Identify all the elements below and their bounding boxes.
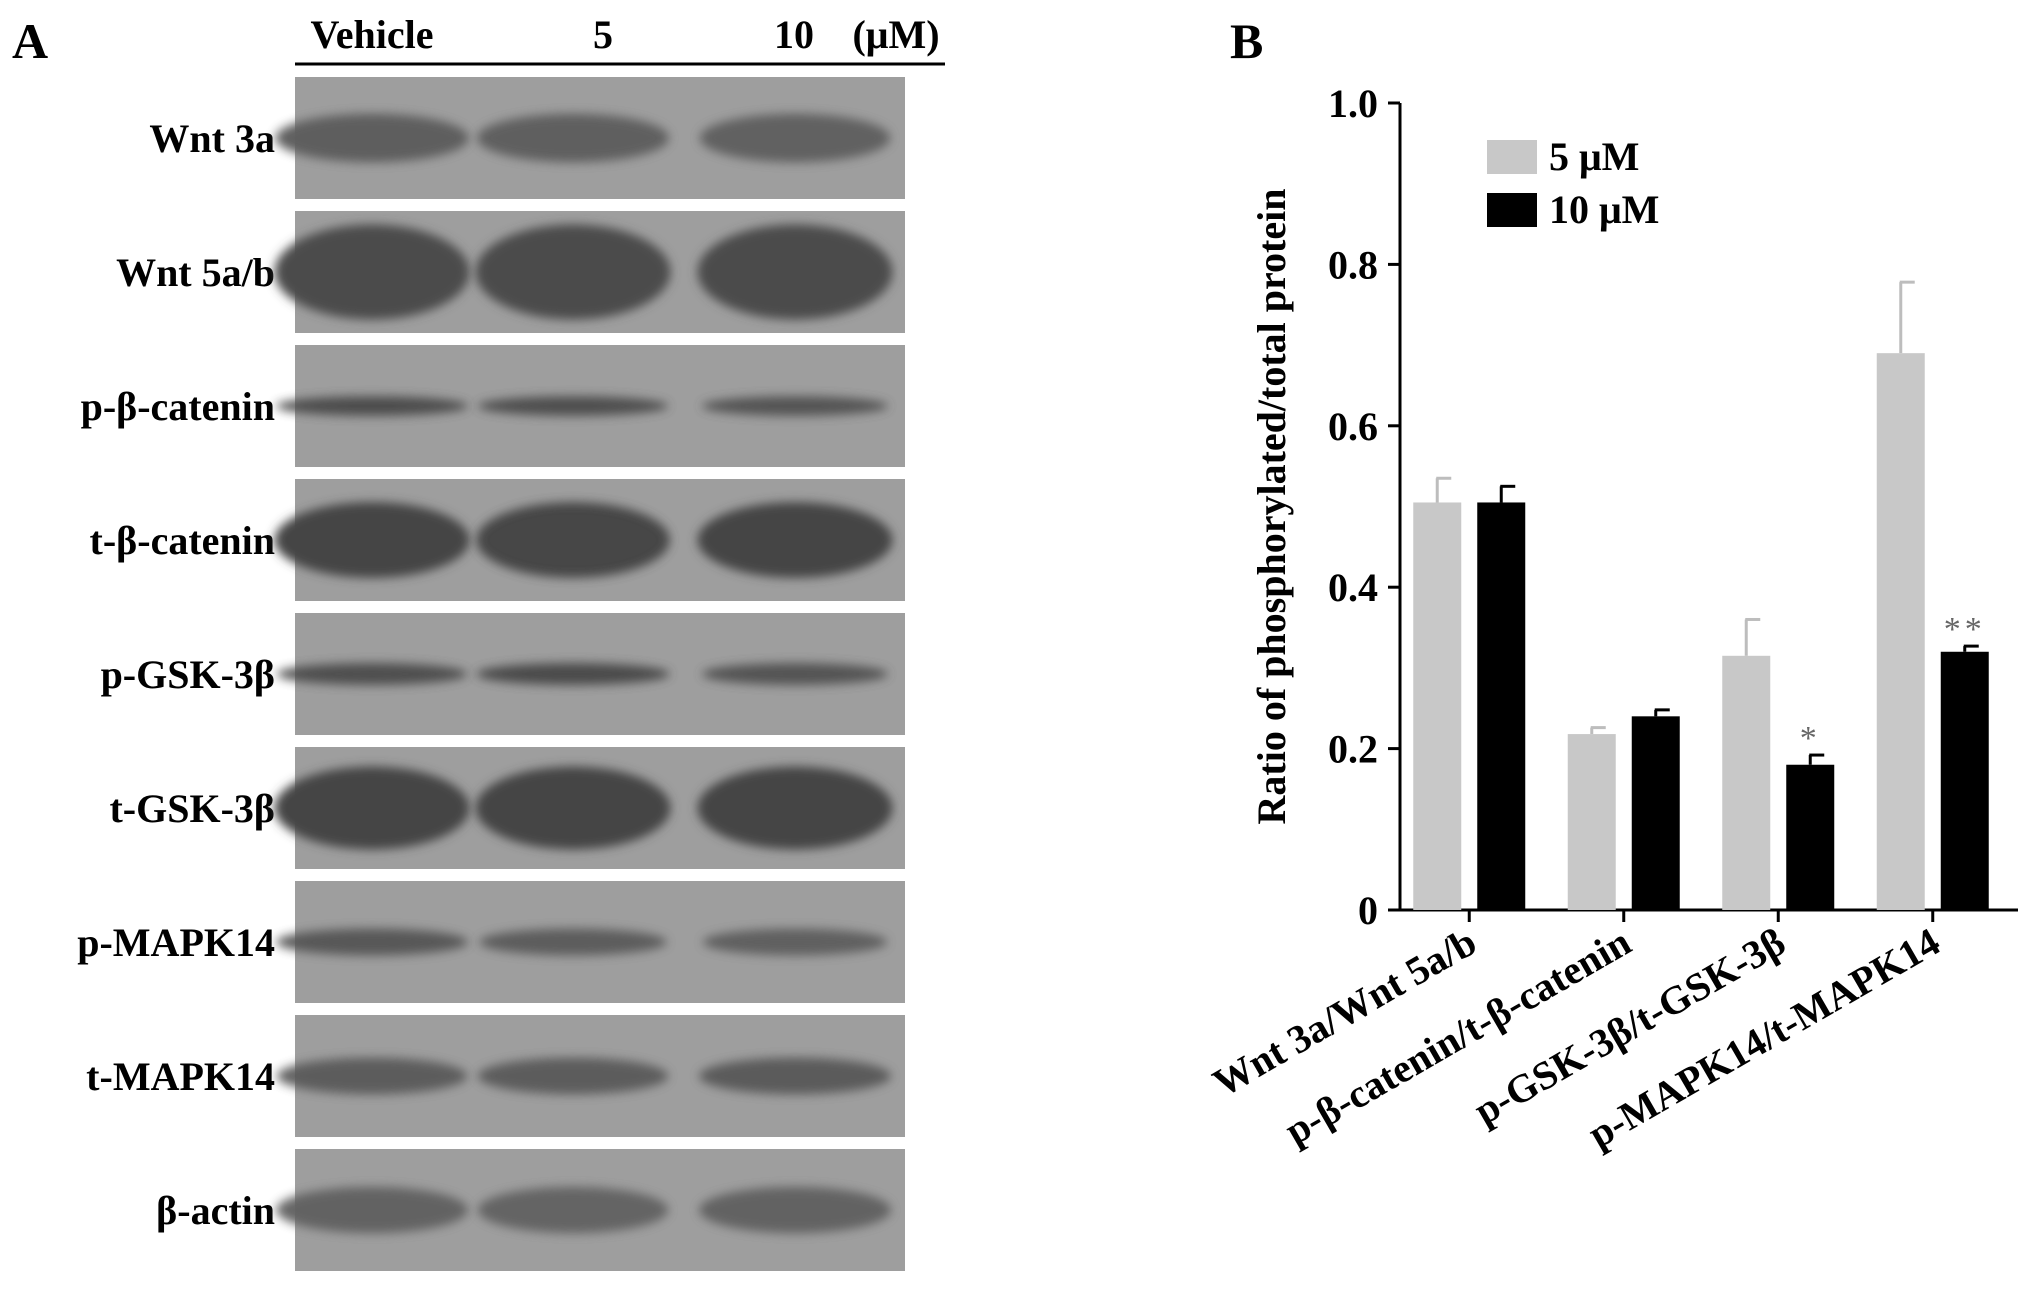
panel-b-bar-chart: B Ratio of phosphorylated/total protein … <box>1205 13 2018 1157</box>
bar <box>1413 502 1462 910</box>
blot-band <box>274 766 470 850</box>
blot-band <box>479 928 667 956</box>
blot-row: t-MAPK14 <box>86 1015 905 1137</box>
bar <box>1940 651 1989 910</box>
blot-band <box>275 113 469 163</box>
significance-marker: * <box>1800 720 1821 757</box>
chart-axes: 0 0.2 0.4 0.6 0.8 1.0 <box>1328 81 2018 933</box>
blot-row: p-GSK-3β <box>101 613 905 735</box>
blot-band <box>274 502 470 578</box>
chart-bars: *** <box>1413 280 1989 922</box>
blot-band <box>475 766 671 850</box>
blot-label: p-β-catenin <box>81 384 275 429</box>
blot-band <box>275 396 469 416</box>
blot-label: t-GSK-3β <box>109 786 275 831</box>
panel-a-letter: A <box>12 13 48 69</box>
blot-band <box>275 928 469 956</box>
x-tick-labels: Wnt 3a/Wnt 5a/bp-β-catenin/t-β-cateninp-… <box>1205 919 1947 1157</box>
blot-strips: Wnt 3a Wnt 5a/b p-β-catenin t-β-catenin p-GS… <box>77 77 905 1271</box>
blot-band <box>699 113 891 163</box>
legend-label: 5 μM <box>1549 134 1639 179</box>
blot-band <box>475 224 671 320</box>
header-unit: (μM) <box>852 12 939 57</box>
legend-swatch <box>1487 193 1537 227</box>
blot-label: t-β-catenin <box>90 518 275 563</box>
blot-band <box>276 663 468 685</box>
y-tick-label: 0.4 <box>1328 565 1378 610</box>
header-dose-10: 10 <box>774 12 814 57</box>
blot-label: β-actin <box>156 1188 275 1233</box>
blot-band <box>476 113 670 163</box>
blot-row: p-β-catenin <box>81 345 905 467</box>
header-dose-5: 5 <box>593 12 613 57</box>
significance-marker: ** <box>1944 611 1986 648</box>
blot-label: p-GSK-3β <box>101 652 275 697</box>
y-tick-label: 0.8 <box>1328 242 1378 287</box>
panel-a-western-blot: A Vehicle 5 10 (μM) Wnt 3a Wnt 5a/b p-β-ca… <box>12 12 945 1271</box>
blot-label: t-MAPK14 <box>86 1054 275 1099</box>
blot-band <box>697 224 893 320</box>
blot-band <box>477 1186 669 1234</box>
blot-row: Wnt 3a <box>149 77 905 199</box>
blot-band <box>476 663 670 685</box>
blot-band <box>274 224 470 320</box>
blot-band <box>702 928 888 956</box>
blot-band <box>275 1186 469 1234</box>
blot-band <box>698 1057 892 1095</box>
panel-b-letter: B <box>1230 13 1263 69</box>
header-vehicle: Vehicle <box>311 12 434 57</box>
y-axis-label: Ratio of phosphorylated/total protein <box>1249 189 1294 825</box>
y-tick-label: 0.2 <box>1328 727 1378 772</box>
legend-swatch <box>1487 140 1537 174</box>
bar <box>1786 764 1835 910</box>
bar <box>1631 716 1680 910</box>
blot-band <box>697 766 893 850</box>
blot-row: p-MAPK14 <box>77 881 905 1003</box>
blot-band <box>477 396 669 416</box>
blot-band <box>477 1057 669 1095</box>
legend-label: 10 μM <box>1549 187 1659 232</box>
bar <box>1876 353 1925 910</box>
blot-label: Wnt 5a/b <box>116 250 275 295</box>
blot-band <box>697 502 893 578</box>
bar <box>1477 502 1526 910</box>
blot-label: p-MAPK14 <box>77 920 275 965</box>
blot-band <box>701 663 889 685</box>
y-tick-label: 1.0 <box>1328 81 1378 126</box>
blot-band <box>698 1186 892 1234</box>
blot-row: Wnt 5a/b <box>116 211 905 333</box>
blot-band <box>276 1057 468 1095</box>
bar <box>1567 734 1616 910</box>
blot-band <box>701 396 889 416</box>
blot-band <box>476 502 670 578</box>
blot-label: Wnt 3a <box>149 116 275 161</box>
y-tick-label: 0 <box>1358 888 1378 933</box>
bar <box>1722 655 1771 910</box>
blot-row: t-GSK-3β <box>109 747 905 869</box>
chart-legend: 5 μM 10 μM <box>1487 134 1659 232</box>
blot-row: t-β-catenin <box>90 479 905 601</box>
y-tick-label: 0.6 <box>1328 404 1378 449</box>
blot-row: β-actin <box>156 1149 905 1271</box>
